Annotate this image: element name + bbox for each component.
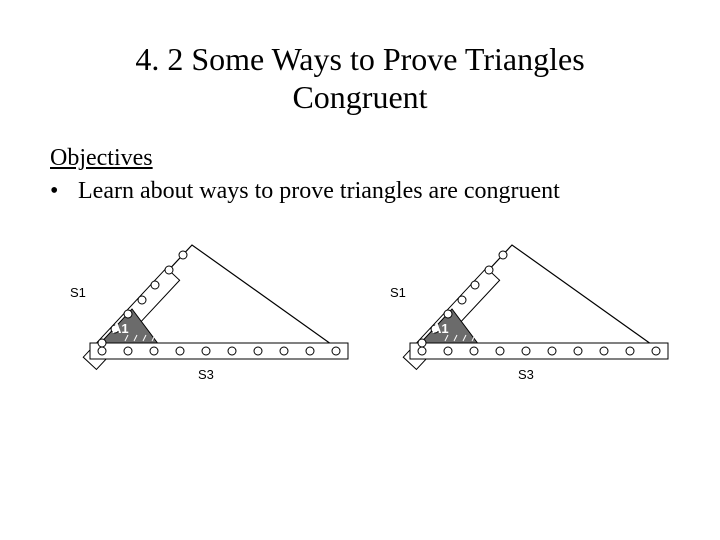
bullet-item: • Learn about ways to prove triangles ar…	[50, 176, 670, 207]
bullet-text: Learn about ways to prove triangles are …	[78, 176, 560, 207]
slide-title: 4. 2 Some Ways to Prove Triangles Congru…	[50, 40, 670, 117]
diagrams-row: S1 A1 S3 S1 A1 S3	[50, 237, 670, 397]
label-a1: A1	[112, 321, 129, 336]
label-s3: S3	[198, 367, 214, 382]
diagram-left: S1 A1 S3	[70, 237, 350, 397]
title-line-1: 4. 2 Some Ways to Prove Triangles	[50, 40, 670, 78]
objectives-heading: Objectives	[50, 145, 670, 172]
title-line-2: Congruent	[50, 78, 670, 116]
diagram-right: S1 A1 S3	[390, 237, 670, 397]
bullet-mark: •	[50, 176, 78, 207]
label-s1: S1	[70, 285, 86, 300]
label-s1: S1	[390, 285, 406, 300]
label-s3: S3	[518, 367, 534, 382]
label-a1: A1	[432, 321, 449, 336]
